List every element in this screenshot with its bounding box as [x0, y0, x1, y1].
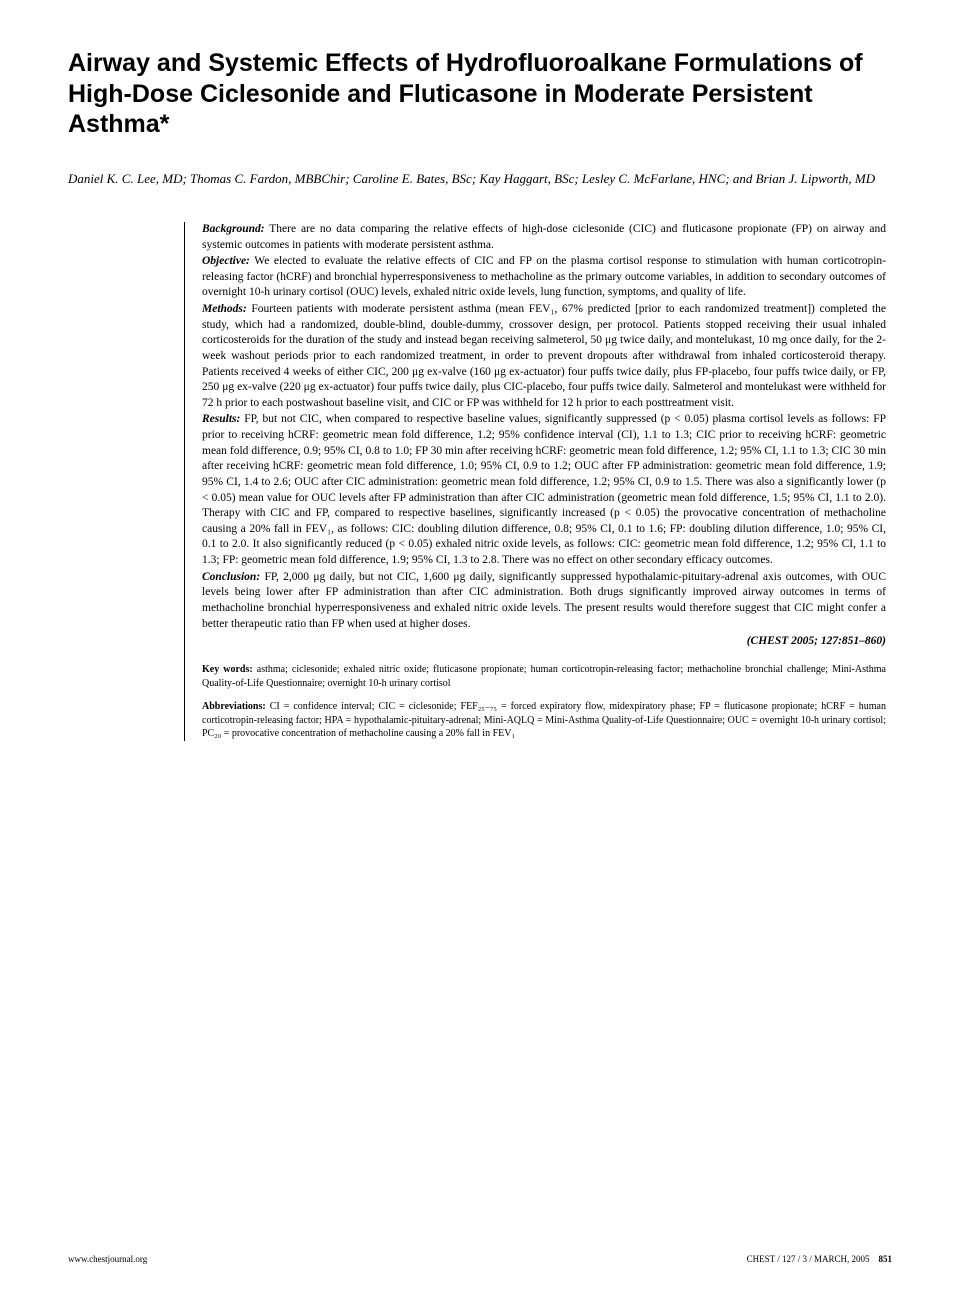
methods-section: Methods: Fourteen patients with moderate… [202, 302, 886, 411]
authors-list: Daniel K. C. Lee, MD; Thomas C. Fardon, … [68, 170, 892, 188]
page-number: 851 [879, 1254, 893, 1264]
article-title: Airway and Systemic Effects of Hydrofluo… [68, 48, 892, 140]
abbreviations-section: Abbreviations: CI = confidence interval;… [202, 700, 886, 741]
results-label: Results: [202, 413, 240, 425]
background-label: Background: [202, 223, 265, 235]
conclusion-text: FP, 2,000 μg daily, but not CIC, 1,600 μ… [202, 571, 886, 630]
footer-url: www.chestjournal.org [68, 1254, 147, 1264]
abstract-container: Background: There are no data comparing … [184, 222, 892, 741]
keywords-label: Key words: [202, 664, 253, 675]
results-text: FP, but not CIC, when compared to respec… [202, 413, 886, 566]
objective-section: Objective: We elected to evaluate the re… [202, 254, 886, 301]
methods-text: Fourteen patients with moderate persiste… [202, 303, 886, 409]
objective-label: Objective: [202, 255, 250, 267]
keywords-section: Key words: asthma; ciclesonide; exhaled … [202, 663, 886, 690]
background-section: Background: There are no data comparing … [202, 222, 886, 253]
background-text: There are no data comparing the relative… [202, 223, 886, 251]
abbreviations-label: Abbreviations: [202, 701, 266, 712]
page-footer: www.chestjournal.org CHEST / 127 / 3 / M… [68, 1254, 892, 1264]
objective-text: We elected to evaluate the relative effe… [202, 255, 886, 298]
footer-right: CHEST / 127 / 3 / MARCH, 2005 851 [747, 1254, 892, 1264]
abbreviations-text: CI = confidence interval; CIC = cicleson… [202, 701, 886, 739]
keywords-text: asthma; ciclesonide; exhaled nitric oxid… [202, 664, 886, 689]
conclusion-section: Conclusion: FP, 2,000 μg daily, but not … [202, 570, 886, 633]
results-section: Results: FP, but not CIC, when compared … [202, 412, 886, 568]
methods-label: Methods: [202, 303, 247, 315]
citation: (CHEST 2005; 127:851–860) [202, 635, 886, 647]
conclusion-label: Conclusion: [202, 571, 260, 583]
footer-journal-info: CHEST / 127 / 3 / MARCH, 2005 [747, 1254, 870, 1264]
